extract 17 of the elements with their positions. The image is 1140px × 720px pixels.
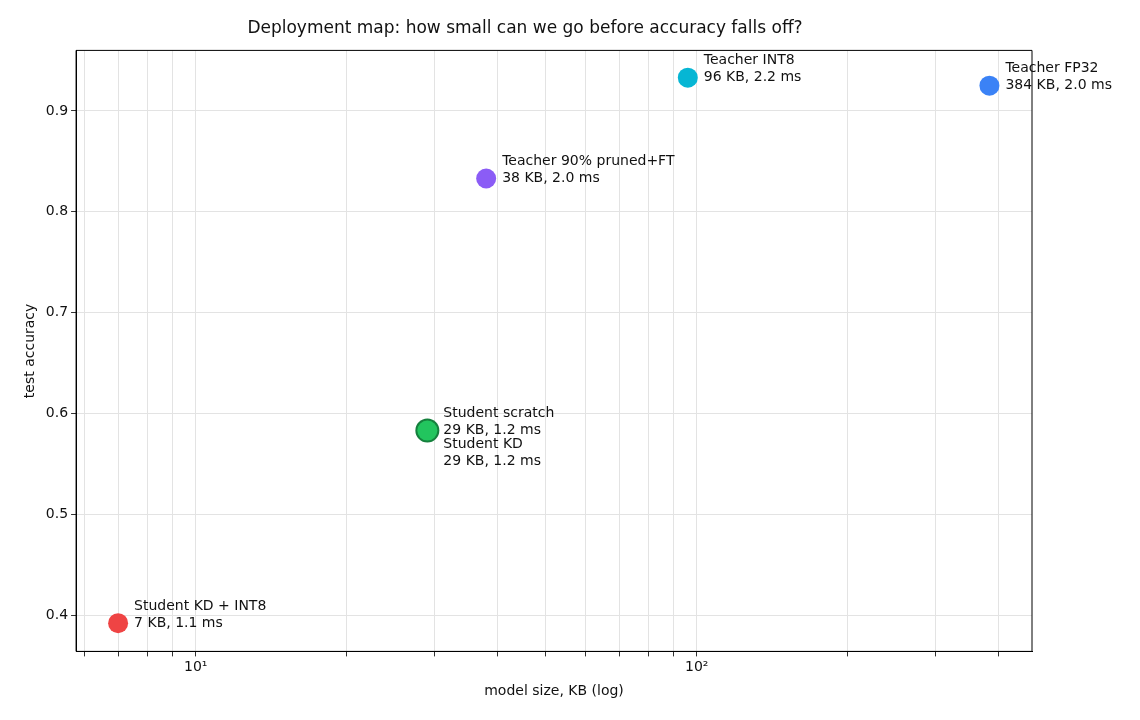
- y-tick-label: 0.6: [45, 404, 69, 421]
- x-tick-label: 10²: [684, 658, 709, 675]
- y-tick-label: 0.5: [45, 504, 69, 521]
- chart-title: Deployment map: how small can we go before accuracy falls off?: [247, 16, 803, 37]
- annotation: Student KD 29 KB, 1.2 ms: [443, 435, 541, 469]
- annotation: Teacher FP32 384 KB, 2.0 ms: [1004, 59, 1112, 93]
- annotation: Teacher 90% pruned+FT 38 KB, 2.0 ms: [501, 152, 675, 186]
- y-tick-label: 0.7: [45, 303, 69, 320]
- annotation: Student scratch 29 KB, 1.2 ms: [443, 404, 555, 438]
- annotation: Teacher INT8 96 KB, 2.2 ms: [702, 51, 802, 85]
- y-tick-label: 0.4: [45, 605, 69, 622]
- y-axis-title: test accuracy: [21, 303, 38, 399]
- annotation: Student KD + INT8 7 KB, 1.1 ms: [134, 596, 267, 630]
- y-tick-label: 0.8: [45, 202, 69, 219]
- y-tick-label: 0.9: [45, 101, 69, 118]
- x-tick-label: 10¹: [183, 658, 208, 675]
- x-axis-title: model size, KB (log): [484, 682, 624, 699]
